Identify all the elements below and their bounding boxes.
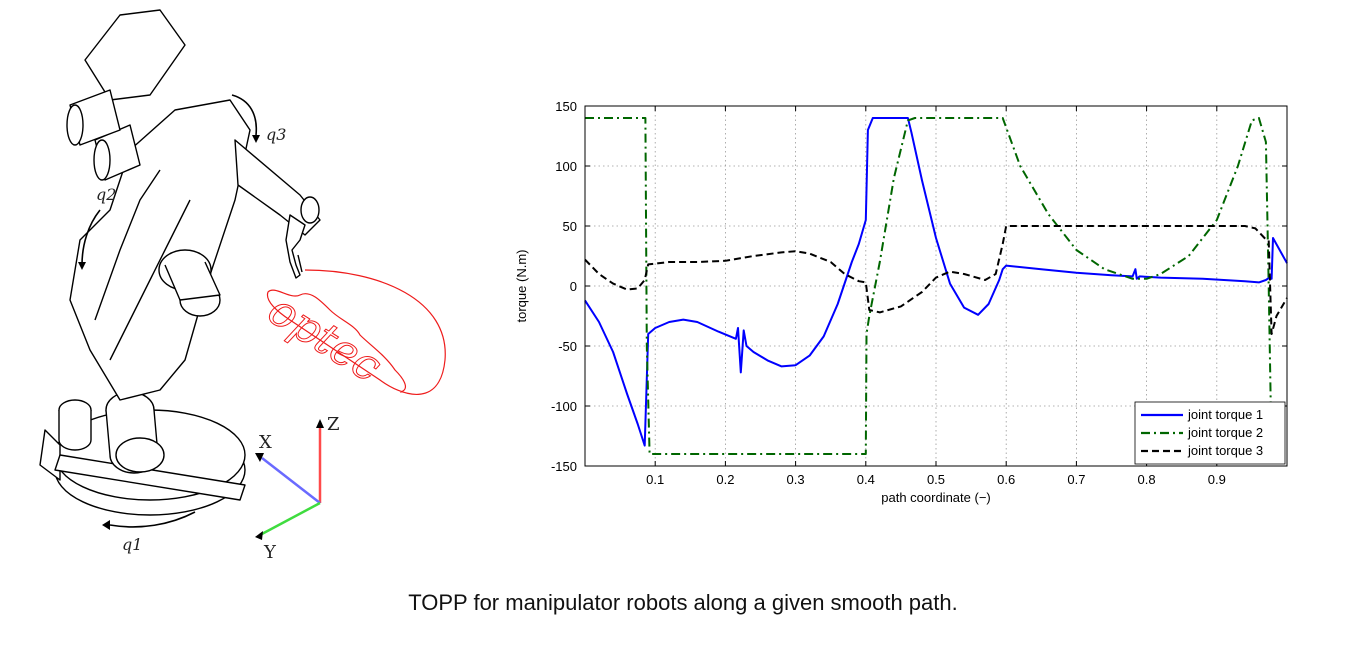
- arrow-head-q3: [252, 135, 260, 143]
- robot-arm-illustration: optec q3 q2 q1 X Y Z: [39, 9, 446, 563]
- drawn-text: optec: [259, 284, 390, 392]
- y-tick-label: 0: [570, 279, 577, 294]
- torque-chart: 0.1 0.2 0.3 0.4 0.5 0.6 0.7 0.8 0.9 -150 -100 -50 0…: [514, 99, 1288, 505]
- x-tick-label: 0.2: [716, 472, 734, 487]
- y-tick-label: -150: [551, 459, 577, 474]
- coordinate-frame: [259, 425, 322, 537]
- chart-legend: joint torque 1 joint torque 2 joint torque…: [1134, 401, 1286, 465]
- x-tick-label: 0.6: [997, 472, 1015, 487]
- x-tick-label: 0.1: [646, 472, 664, 487]
- y-tick-label: -100: [551, 399, 577, 414]
- y-axis-label: torque (N.m): [514, 250, 529, 323]
- series-line-1: [584, 117, 1288, 447]
- joint-label-q3: q3: [266, 125, 286, 144]
- y-ticks: -150 -100 -50 0 50 100 150: [551, 99, 1287, 474]
- chart-series: [584, 117, 1288, 455]
- y-axis-arrowhead: [255, 531, 263, 540]
- legend-label-3: joint torque 3: [1187, 443, 1263, 458]
- x-axis-arrowhead: [255, 453, 264, 462]
- y-tick-label: 150: [555, 99, 577, 114]
- series-line-3: [584, 225, 1288, 335]
- joint-arrows: [81, 94, 258, 528]
- joint-label-q1: q1: [122, 535, 142, 554]
- axis-label-x: X: [259, 432, 272, 453]
- arrow-head-q2: [78, 262, 86, 270]
- axis-label-z: Z: [327, 414, 340, 435]
- y-tick-label: 100: [555, 159, 577, 174]
- arrow-head-q1: [102, 520, 110, 530]
- x-axis-label: path coordinate (−): [881, 490, 990, 505]
- y-tick-label: 50: [563, 219, 577, 234]
- legend-label-2: joint torque 2: [1187, 425, 1263, 440]
- legend-label-1: joint torque 1: [1187, 407, 1263, 422]
- z-axis-arrowhead: [316, 419, 324, 428]
- x-tick-label: 0.3: [787, 472, 805, 487]
- figure-caption: TOPP for manipulator robots along a give…: [408, 590, 958, 615]
- y-axis-line: [259, 501, 321, 537]
- x-tick-label: 0.9: [1208, 472, 1226, 487]
- x-axis-line: [261, 457, 321, 504]
- x-ticks: 0.1 0.2 0.3 0.4 0.5 0.6 0.7 0.8 0.9: [646, 106, 1226, 487]
- x-tick-label: 0.8: [1138, 472, 1156, 487]
- x-tick-label: 0.7: [1067, 472, 1085, 487]
- series-line-2: [585, 117, 1287, 455]
- y-tick-label: -50: [558, 339, 577, 354]
- x-tick-label: 0.4: [857, 472, 875, 487]
- x-tick-label: 0.5: [927, 472, 945, 487]
- drawn-path: [266, 269, 446, 395]
- robot-arm-drawing: [39, 9, 321, 516]
- axis-label-y: Y: [263, 542, 277, 563]
- joint-label-q2: q2: [96, 185, 116, 204]
